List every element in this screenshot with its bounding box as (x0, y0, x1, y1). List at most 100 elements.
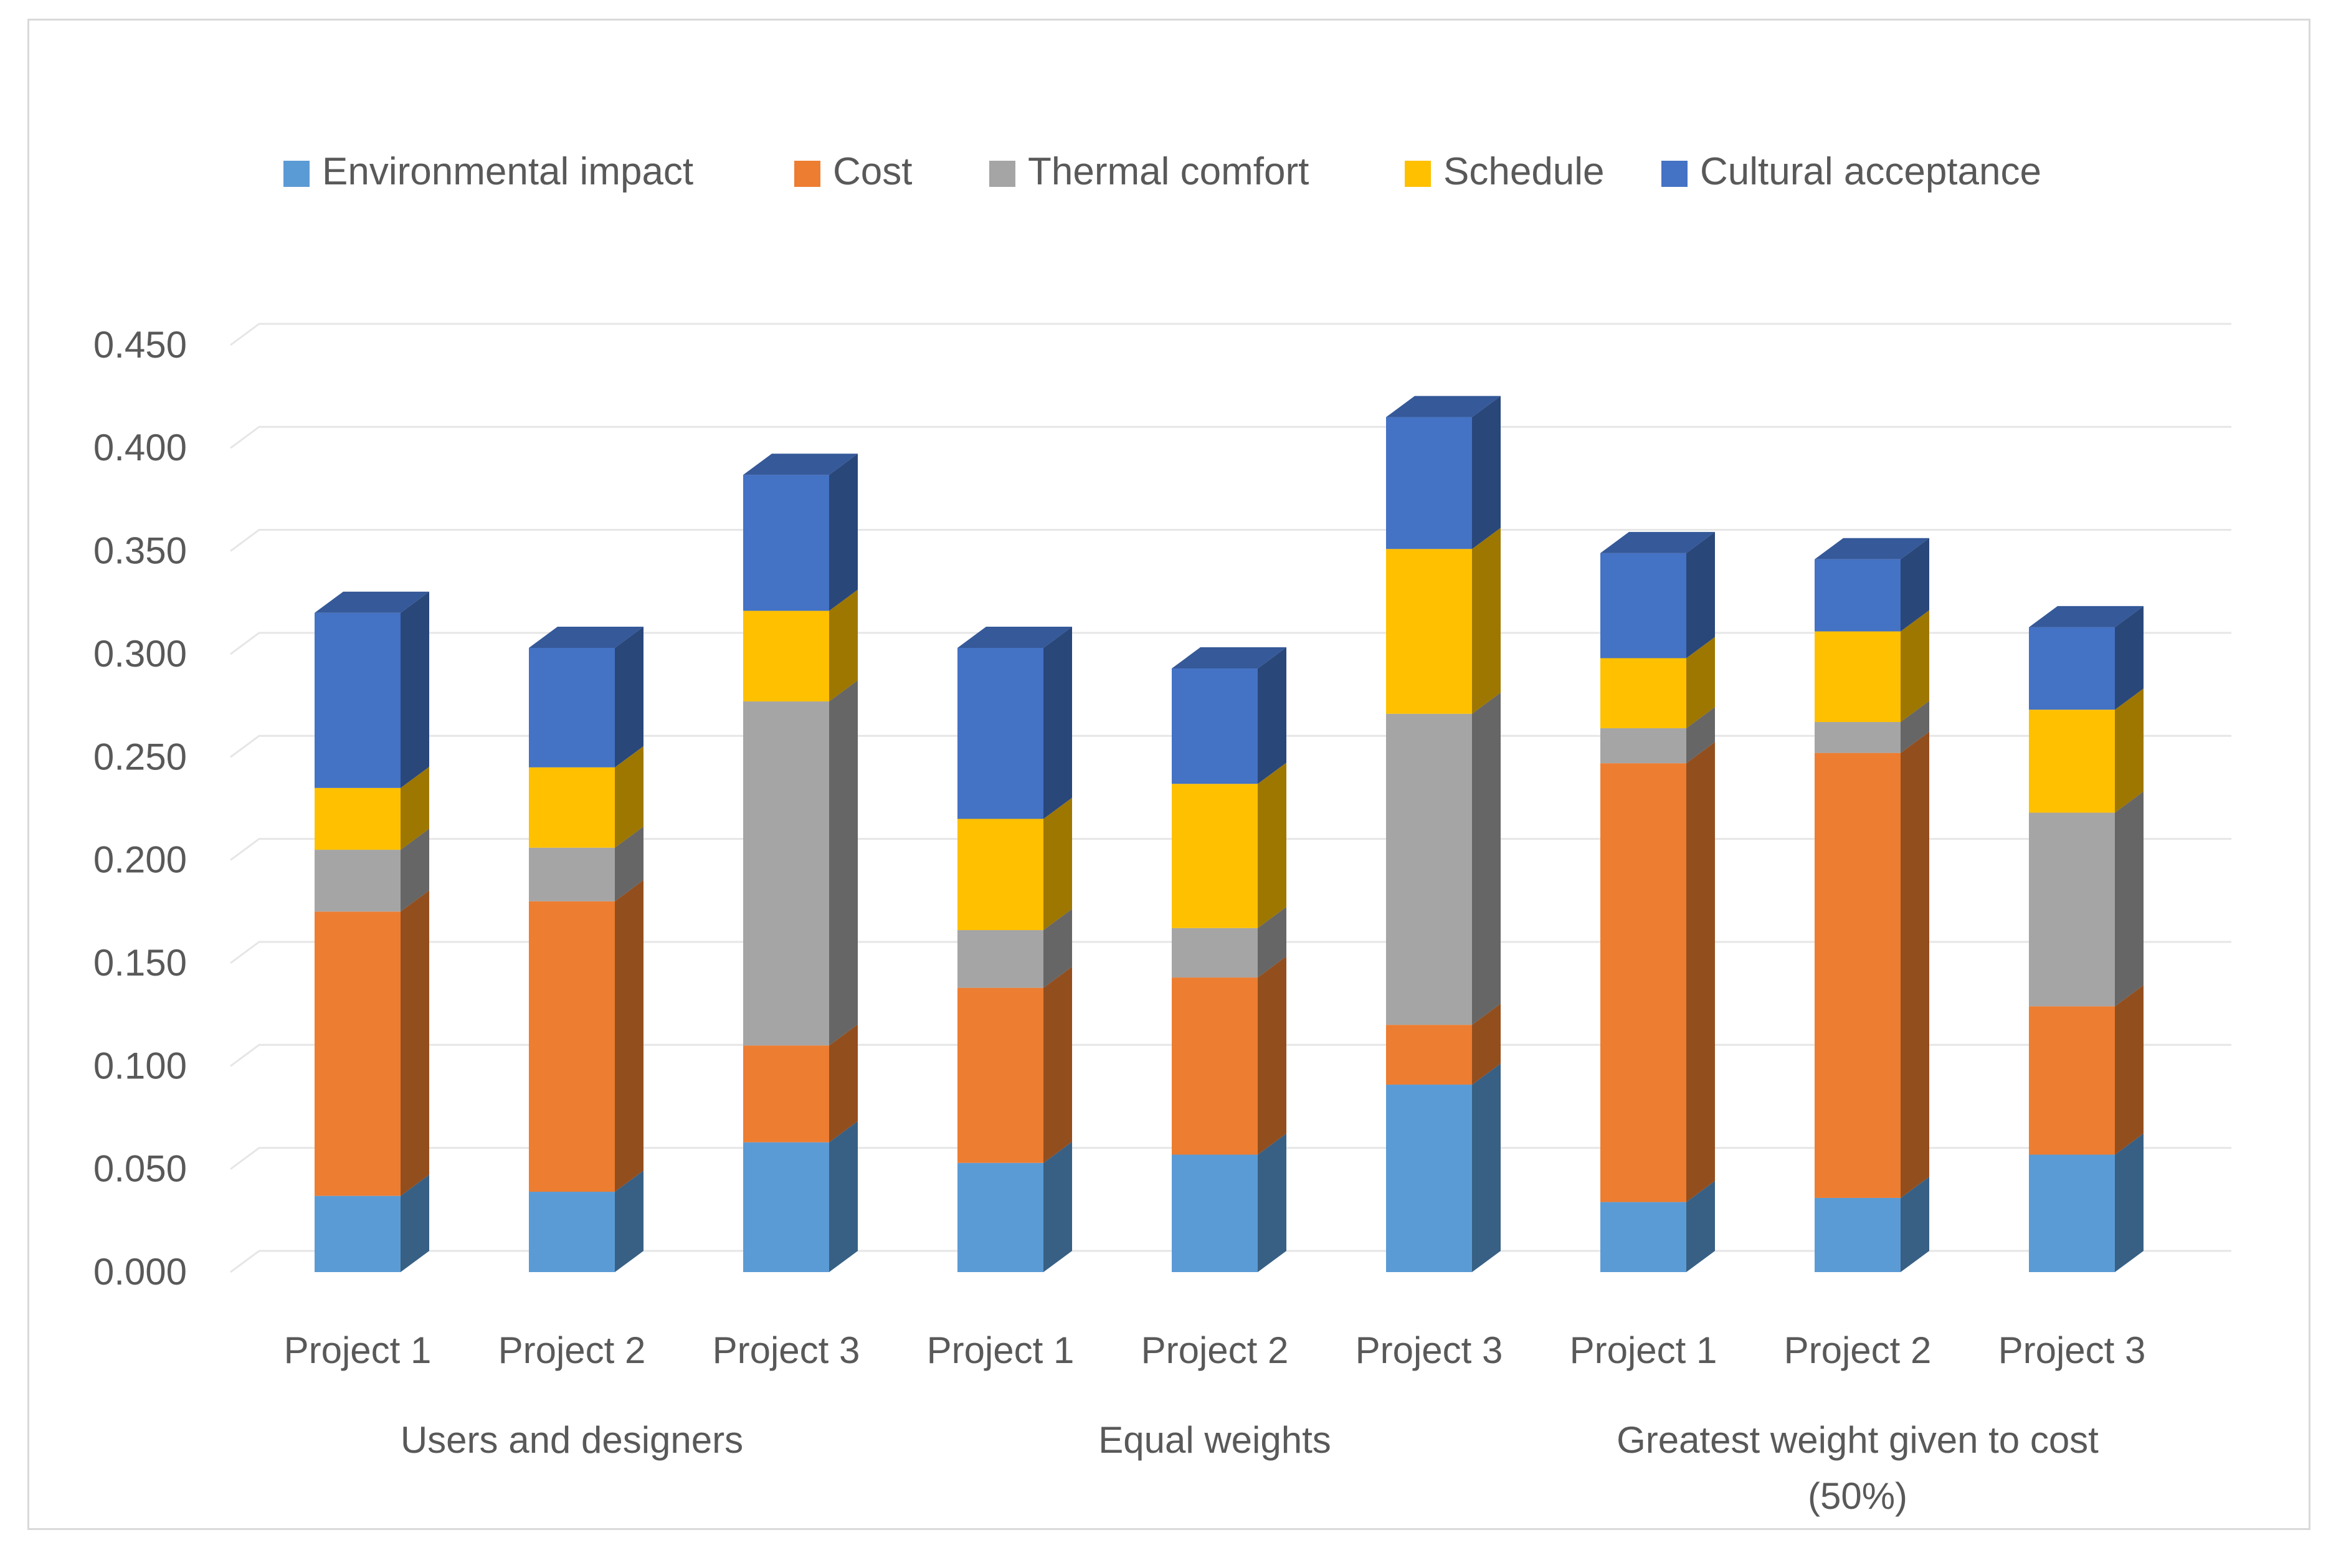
bar-segment (743, 701, 829, 1046)
bar-side (1472, 1004, 1501, 1085)
legend-entry: Environmental impact (283, 150, 693, 193)
x-group-label: (50%) (1808, 1475, 1907, 1517)
gridline (230, 1250, 2231, 1273)
gridline (230, 1147, 2231, 1170)
y-tick-label: 0.000 (93, 1251, 187, 1293)
bar-segment (1386, 549, 1472, 714)
x-category-label: Project 3 (1356, 1329, 1503, 1371)
bar-top (1386, 396, 1501, 417)
bar-side (615, 746, 643, 848)
legend-label: Thermal comfort (1028, 150, 1309, 193)
gridline (230, 734, 2231, 758)
bar-side (401, 829, 429, 912)
bar-side (1686, 742, 1715, 1202)
y-tick-label: 0.250 (93, 736, 187, 777)
bar-side (1258, 1133, 1286, 1272)
bar-side (1043, 797, 1072, 931)
bar-segment (1600, 658, 1686, 728)
bar-side (1258, 906, 1286, 978)
bar-segment (1815, 631, 1901, 723)
legend-entry: Thermal comfort (989, 150, 1309, 193)
bar-segment (1815, 753, 1901, 1198)
bar-segment (1172, 977, 1258, 1155)
bar-segment (1600, 728, 1686, 764)
bar-side (1901, 610, 1929, 723)
legend-entry: Cultural acceptance (1661, 150, 2041, 193)
x-category-label: Project 2 (498, 1329, 646, 1371)
bar-side (2115, 791, 2144, 1007)
legend-swatch (989, 161, 1015, 187)
bar-side (1472, 528, 1501, 714)
bar-segment (2029, 812, 2115, 1007)
bar-top (1172, 647, 1286, 669)
gridline (230, 838, 2231, 861)
bar-segment (2029, 1154, 2115, 1272)
bar-side (1472, 692, 1501, 1025)
bar-segment (1172, 928, 1258, 978)
bar-side (1686, 1181, 1715, 1272)
bar-segment (315, 1195, 401, 1272)
bar-segment (529, 767, 615, 848)
bar-segment (1600, 553, 1686, 658)
y-axis: 0.000 0.050 0.100 0.150 0.200 0.250 0.300 0.350… (93, 324, 187, 1293)
bar-segment (743, 1045, 829, 1143)
bar-side (1043, 966, 1072, 1163)
bar-side (401, 1174, 429, 1272)
gridline (230, 425, 2231, 449)
bar-segment (1386, 713, 1472, 1025)
bar-segment (957, 819, 1043, 931)
bar-segment (529, 847, 615, 901)
bar-side (615, 826, 643, 901)
gridline (230, 1043, 2231, 1067)
legend-entry: Schedule (1405, 150, 1605, 193)
x-group-label: Users and designers (401, 1419, 743, 1461)
y-tick-label: 0.050 (93, 1148, 187, 1190)
legend-swatch (794, 161, 820, 187)
bar-top (529, 626, 643, 648)
gridlines (230, 323, 2231, 1273)
bar-side (1043, 626, 1072, 819)
bar-segment (957, 1162, 1043, 1272)
x-category-label: Project 3 (1998, 1329, 2146, 1371)
y-tick-label: 0.350 (93, 530, 187, 572)
bar-side (829, 589, 858, 701)
bar-segment (1815, 722, 1901, 753)
bar-segment (1815, 1197, 1901, 1272)
x-group-label: Equal weights (1098, 1419, 1331, 1461)
legend: Environmental impact Cost Thermal comfort S… (283, 150, 2041, 193)
legend-label: Cost (833, 150, 912, 193)
bar-side (2115, 1133, 2144, 1272)
bar-side (829, 1121, 858, 1272)
bar-segment (1386, 1025, 1472, 1085)
bar-side (615, 1171, 643, 1272)
bar-side (401, 890, 429, 1196)
legend-entry: Cost (794, 150, 912, 193)
bar-top (1600, 531, 1715, 553)
y-tick-label: 0.150 (93, 942, 187, 984)
legend-swatch (283, 161, 310, 187)
bar-top (315, 591, 429, 613)
gridline (230, 323, 2231, 346)
bar-side (1901, 701, 1929, 753)
legend-label: Schedule (1443, 150, 1605, 193)
bar-segment (529, 1192, 615, 1272)
x-category-label: Project 1 (284, 1329, 432, 1371)
bar-side (401, 766, 429, 850)
x-axis-labels: Project 1 Project 2 Project 3 Project 1 Proj… (284, 1329, 2146, 1517)
bar-segment (1172, 1154, 1258, 1272)
bar-segment (2029, 627, 2115, 710)
bar-segment (315, 850, 401, 912)
bar-top (1815, 538, 1929, 559)
bar-side (2115, 606, 2144, 710)
bar-segment (957, 930, 1043, 988)
bar-side (1901, 538, 1929, 632)
bar-segment (1172, 668, 1258, 784)
bar-side (615, 626, 643, 767)
bar-side (1901, 731, 1929, 1198)
bars (315, 396, 2144, 1272)
bar-segment (315, 911, 401, 1196)
bar-segment (529, 647, 615, 767)
bar-side (1686, 637, 1715, 728)
x-category-label: Project 1 (927, 1329, 1075, 1371)
bar-segment (1172, 784, 1258, 928)
